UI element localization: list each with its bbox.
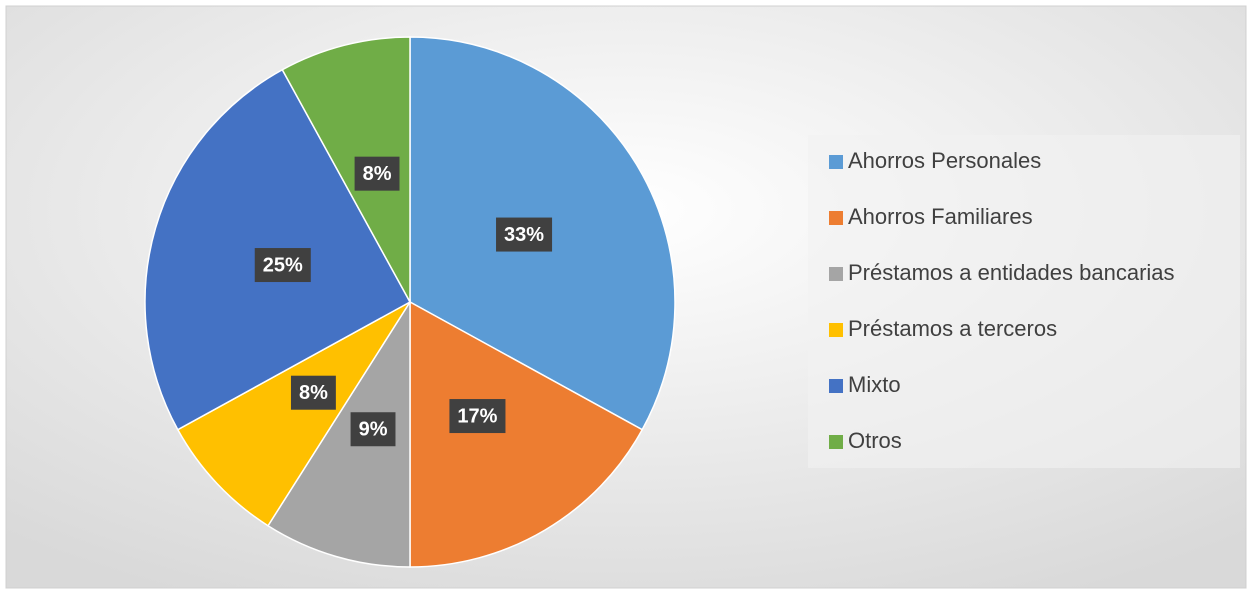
data-label-box	[449, 399, 506, 434]
legend-label: Mixto	[848, 372, 901, 397]
data-label: 8%	[363, 163, 392, 185]
data-label: 33%	[504, 224, 544, 246]
legend-box	[808, 135, 1240, 468]
legend-swatch	[829, 211, 843, 225]
legend-label: Préstamos a terceros	[848, 316, 1057, 341]
data-label: 25%	[263, 254, 303, 276]
data-label-box	[290, 375, 336, 410]
data-label: 9%	[359, 419, 388, 441]
legend-label: Otros	[848, 428, 902, 453]
pie-slice	[176, 301, 411, 527]
pie-slice	[281, 36, 411, 303]
legend-swatch	[829, 267, 843, 281]
legend-label: Ahorros Personales	[848, 148, 1041, 173]
data-label-box	[354, 156, 400, 191]
data-label: 8%	[299, 382, 328, 404]
legend-label: Préstamos a entidades bancarias	[848, 260, 1175, 285]
data-label-box	[254, 248, 311, 283]
legend-swatch	[829, 155, 843, 169]
legend-swatch	[829, 435, 843, 449]
legend-label: Ahorros Familiares	[848, 204, 1033, 229]
pie-slice	[266, 299, 411, 568]
legend-swatch	[829, 323, 843, 337]
data-label-box	[350, 412, 396, 447]
pie-slice	[409, 300, 644, 568]
data-label: 17%	[457, 405, 497, 427]
data-label-box	[496, 217, 553, 252]
legend-swatch	[829, 379, 843, 393]
